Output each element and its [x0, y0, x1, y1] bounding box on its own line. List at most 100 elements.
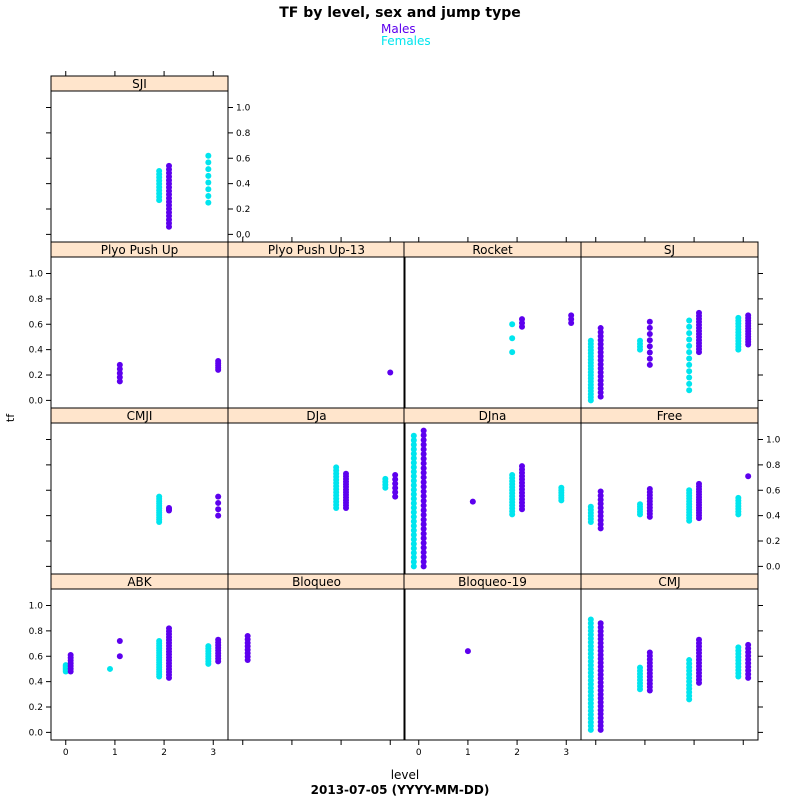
y-tick-label: 0.6 [236, 154, 251, 164]
panel-frame [403, 588, 582, 741]
female-point [410, 473, 417, 480]
male-point [745, 641, 752, 648]
male-point [116, 638, 123, 645]
female-point [410, 563, 417, 570]
caption: 2013-07-05 (YYYY-MM-DD) [311, 783, 490, 797]
panel-cmj: CMJ [580, 573, 759, 741]
x-tick-label: 0 [416, 748, 422, 758]
male-point [420, 493, 427, 500]
male-point [597, 488, 604, 495]
male-point [420, 436, 427, 443]
female-point [509, 472, 516, 479]
male-point [387, 369, 394, 376]
strip [50, 75, 229, 92]
male-point [420, 441, 427, 448]
female-point [686, 657, 693, 664]
male-point [215, 512, 222, 519]
male-point [464, 648, 471, 655]
male-point [696, 480, 702, 487]
panel-frame [50, 588, 229, 741]
female-point [686, 349, 693, 356]
male-point [166, 162, 172, 169]
female-point [410, 446, 417, 453]
male-point [116, 378, 123, 385]
male-point [420, 535, 427, 542]
female-point [410, 504, 417, 511]
female-point [410, 527, 417, 534]
female-point [686, 323, 693, 330]
female-point [410, 549, 417, 556]
male-point [244, 632, 251, 639]
panel-plyo-push-up-13: Plyo Push Up-13 [227, 241, 406, 409]
male-point [420, 549, 427, 556]
y-tick-label: 0.4 [29, 346, 44, 356]
panel-frame [403, 422, 582, 575]
male-point [343, 470, 349, 477]
male-point [420, 465, 427, 472]
female-point [410, 468, 417, 475]
male-point [696, 309, 702, 316]
male-point [420, 530, 427, 537]
female-point [410, 459, 417, 466]
y-tick-label: 0.4 [29, 678, 44, 688]
female-point [205, 186, 212, 193]
male-point [420, 469, 427, 476]
male-point [420, 511, 427, 518]
y-tick-label: 0.6 [29, 652, 44, 662]
female-point [107, 665, 113, 672]
male-point [392, 489, 399, 496]
chart-title: TF by level, sex and jump type [279, 5, 521, 21]
panel-plyo-push-up: Plyo Push Up [50, 241, 229, 409]
male-point [646, 324, 653, 331]
male-point [597, 325, 604, 332]
legend-entry-females: Females [381, 34, 431, 48]
panel-frame [227, 256, 406, 409]
y-tick-label: 0.2 [29, 703, 43, 713]
male-point [420, 539, 427, 546]
male-point [420, 507, 427, 514]
female-point [410, 491, 417, 498]
female-point [156, 638, 163, 645]
panel-djna: DJna [403, 407, 582, 575]
female-point [509, 321, 516, 328]
strip-label: Rocket [472, 243, 513, 257]
male-point [469, 498, 476, 505]
strip-label: Bloqueo-19 [458, 575, 527, 589]
male-point [646, 361, 653, 368]
strip-label: Free [657, 409, 682, 423]
female-point [587, 616, 594, 623]
panel-cmji: CMJI [50, 407, 229, 575]
x-axis-label: level [391, 768, 420, 782]
y-tick-label: 0.0 [766, 562, 781, 572]
female-point [410, 495, 417, 502]
female-point [637, 501, 643, 508]
strip-label: Plyo Push Up-13 [268, 243, 365, 257]
y-tick-label: 1.0 [29, 269, 44, 279]
male-point [420, 427, 427, 434]
male-point [646, 485, 653, 492]
y-tick-label: 1.0 [236, 103, 251, 113]
male-point [646, 355, 653, 362]
panel-frame [580, 256, 759, 409]
female-point [686, 374, 693, 381]
y-tick-label: 0.4 [236, 180, 251, 190]
female-point [637, 337, 643, 344]
female-point [410, 536, 417, 543]
x-tick-label: 1 [112, 748, 118, 758]
y-tick-label: 0.8 [766, 461, 781, 471]
female-point [558, 484, 565, 491]
y-tick-label: 0.8 [29, 295, 44, 305]
male-point [420, 544, 427, 551]
x-tick-label: 1 [465, 748, 471, 758]
y-tick-label: 1.0 [766, 435, 781, 445]
female-point [410, 441, 417, 448]
strip-label: CMJ [658, 575, 680, 589]
panel-sji: SJI [50, 75, 229, 243]
female-point [333, 464, 340, 471]
strip-label: Plyo Push Up [101, 243, 179, 257]
female-point [382, 475, 389, 482]
male-point [420, 521, 427, 528]
female-point [205, 172, 212, 179]
female-point [686, 368, 693, 375]
male-point [646, 343, 653, 350]
